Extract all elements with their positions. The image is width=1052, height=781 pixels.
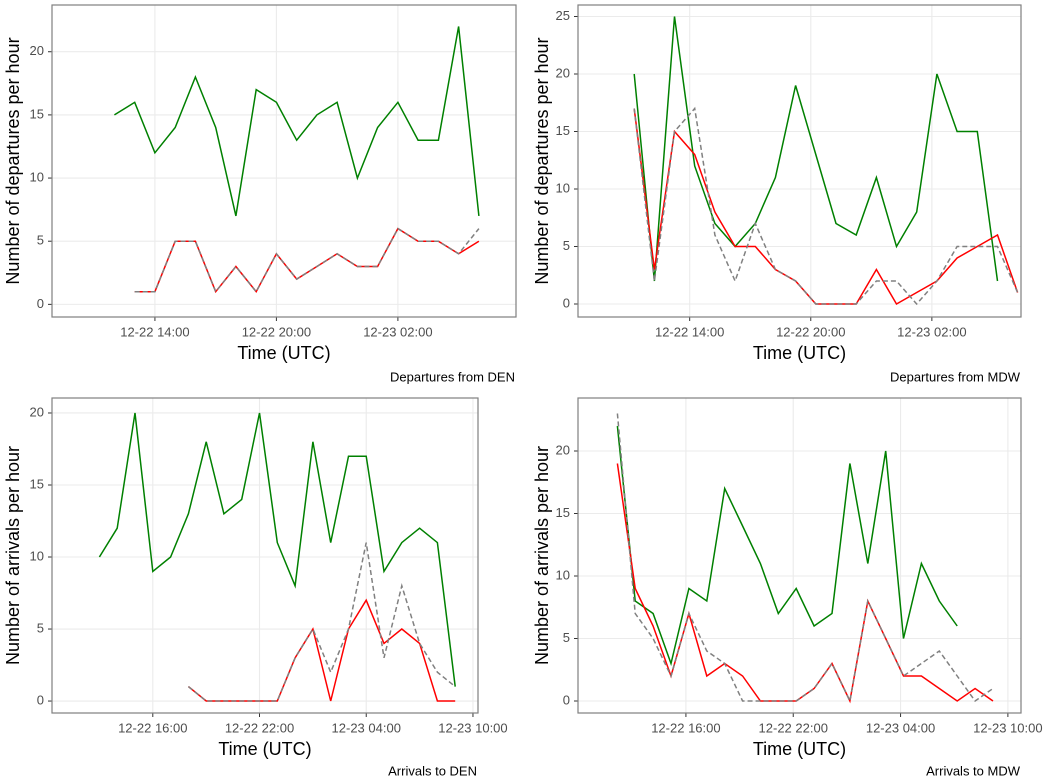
y-tick-label: 10 — [556, 180, 570, 195]
y-tick-label: 5 — [563, 630, 570, 645]
series-line — [616, 413, 994, 704]
y-tick-label: 10 — [30, 169, 44, 184]
x-tick-label: 12-22 22:00 — [759, 720, 828, 735]
series-line — [187, 542, 456, 702]
y-tick-label: 5 — [37, 620, 44, 635]
y-tick-label: 15 — [556, 505, 570, 520]
x-tick-label: 12-22 14:00 — [120, 324, 189, 339]
plot-background — [52, 398, 478, 713]
y-tick-label: 5 — [37, 233, 44, 248]
y-tick-label: 15 — [30, 476, 44, 491]
x-tick-label: 12-22 20:00 — [242, 324, 311, 339]
x-axis-label: Time (UTC) — [753, 739, 846, 759]
caption: Arrivals to MDW — [926, 763, 1021, 778]
y-tick-label: 10 — [556, 567, 570, 582]
y-tick-label: 15 — [556, 123, 570, 138]
y-tick-label: 0 — [37, 296, 44, 311]
series-line — [633, 106, 1019, 306]
x-tick-label: 12-22 16:00 — [118, 720, 187, 735]
x-tick-label: 12-22 22:00 — [225, 720, 294, 735]
y-tick-label: 10 — [30, 548, 44, 563]
series-line — [134, 227, 480, 294]
plot-border — [51, 4, 517, 318]
y-tick-label: 0 — [37, 692, 44, 707]
x-axis-label: Time (UTC) — [218, 739, 311, 759]
x-axis-label: Time (UTC) — [237, 343, 330, 363]
y-axis-label: Number of arrivals per hour — [3, 446, 23, 665]
x-tick-label: 12-22 14:00 — [655, 324, 724, 339]
y-tick-label: 0 — [563, 295, 570, 310]
plot-background — [578, 5, 1021, 317]
y-tick-label: 25 — [556, 8, 570, 23]
y-axis-label: Number of departures per hour — [3, 37, 23, 284]
plot-border — [577, 397, 1022, 714]
y-tick-label: 20 — [556, 442, 570, 457]
x-tick-label: 12-23 02:00 — [363, 324, 432, 339]
x-tick-label: 12-23 04:00 — [332, 720, 401, 735]
caption: Arrivals to DEN — [388, 763, 477, 778]
y-tick-label: 0 — [563, 692, 570, 707]
x-tick-label: 12-22 16:00 — [651, 720, 720, 735]
y-tick-label: 20 — [556, 65, 570, 80]
plot-background — [52, 5, 516, 317]
series-line — [616, 425, 958, 667]
series-line — [633, 16, 999, 282]
y-tick-label: 5 — [563, 238, 570, 253]
x-tick-label: 12-23 02:00 — [897, 324, 966, 339]
x-tick-label: 12-23 10:00 — [438, 720, 507, 735]
caption: Departures from MDW — [890, 369, 1021, 384]
y-tick-label: 20 — [30, 404, 44, 419]
x-tick-label: 12-23 10:00 — [973, 720, 1042, 735]
plot-background — [578, 398, 1021, 713]
x-axis-label: Time (UTC) — [753, 343, 846, 363]
series-line — [114, 26, 480, 217]
series-line — [98, 412, 456, 687]
x-tick-label: 12-22 20:00 — [776, 324, 845, 339]
y-axis-label: Number of arrivals per hour — [532, 446, 552, 665]
x-tick-label: 12-23 04:00 — [866, 720, 935, 735]
y-tick-label: 15 — [30, 106, 44, 121]
y-tick-label: 20 — [30, 43, 44, 58]
plot-border — [51, 397, 479, 714]
y-axis-label: Number of departures per hour — [532, 37, 552, 284]
plot-border — [577, 4, 1022, 318]
caption: Departures from DEN — [390, 369, 515, 384]
